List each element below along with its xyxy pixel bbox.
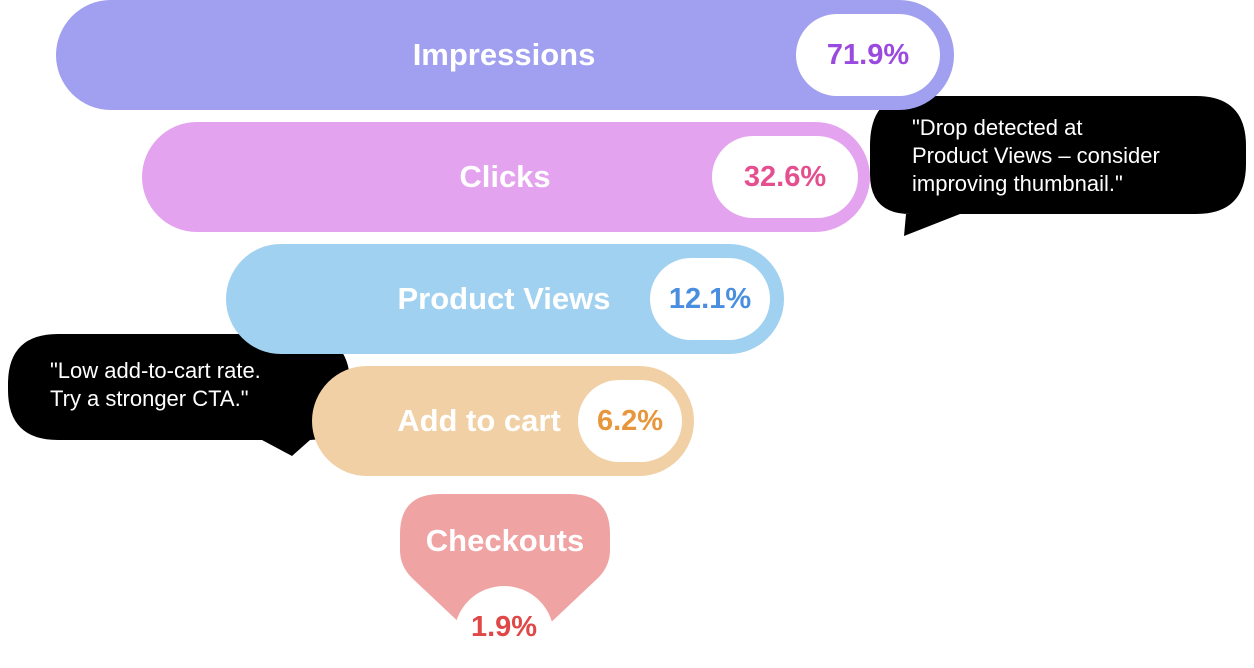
annotation-bubble-drop-detected xyxy=(870,96,1246,236)
funnel-bar-checkouts xyxy=(400,494,610,628)
funnel-value-add-to-cart: 6.2% xyxy=(578,380,682,462)
funnel-label-product-views: Product Views xyxy=(397,281,611,316)
annotation-bubble-low-add-to-cart xyxy=(8,334,350,456)
funnel-label-impressions: Impressions xyxy=(412,37,596,72)
funnel-value-product-views: 12.1% xyxy=(650,258,770,340)
annotation-low-add-to-cart: "Low add-to-cart rate. Try a stronger CT… xyxy=(50,358,261,411)
funnel-value-impressions: 71.9% xyxy=(796,14,940,96)
annotation-drop-detected: "Drop detected at Product Views – consid… xyxy=(912,115,1160,196)
funnel-value-checkouts: 1.9% xyxy=(454,586,554,668)
funnel-label-add-to-cart: Add to cart xyxy=(397,403,561,438)
funnel-label-checkouts: Checkouts xyxy=(425,523,585,558)
funnel-label-clicks: Clicks xyxy=(459,159,551,194)
funnel-value-clicks: 32.6% xyxy=(712,136,858,218)
